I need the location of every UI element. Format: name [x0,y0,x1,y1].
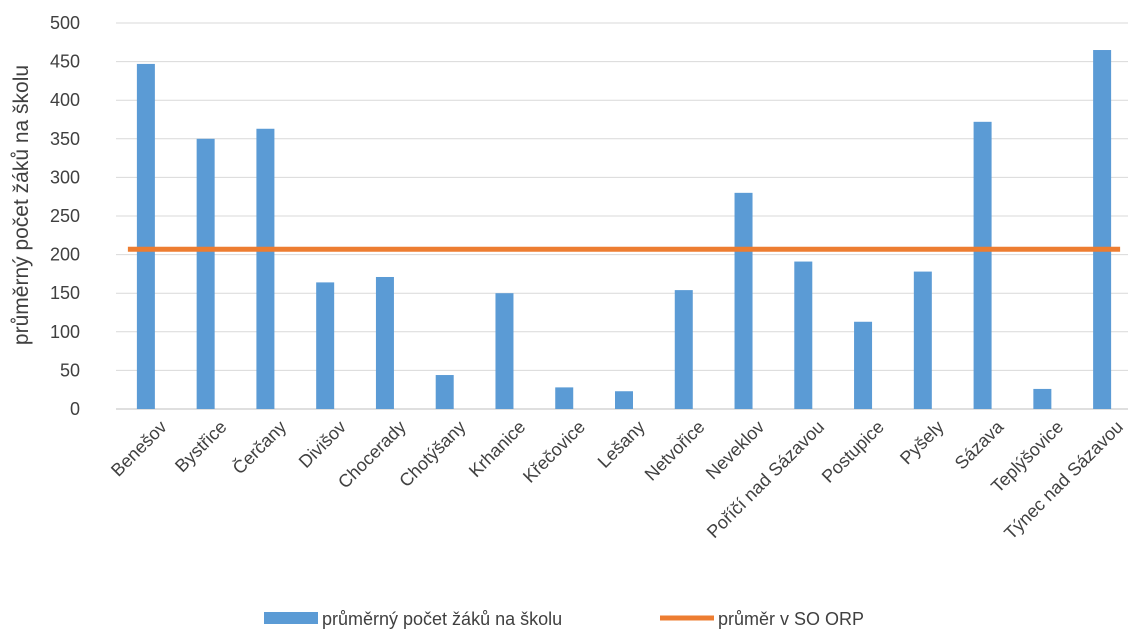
y-tick-label: 150 [50,283,80,303]
y-axis-ticks: 0 50 100 150 200 250 300 350 400 450 500 [50,13,80,419]
x-tick-label: Postupice [818,417,888,487]
x-tick-label: Benešov [107,417,171,481]
bar [1093,50,1112,410]
y-tick-label: 400 [50,90,80,110]
y-tick-label: 500 [50,13,80,33]
x-tick-label: Pyšely [896,417,948,469]
y-tick-label: 0 [70,399,80,419]
bar [256,128,275,409]
bar [375,276,394,409]
y-tick-label: 50 [60,360,80,380]
x-tick-label: Čerčany [228,416,290,478]
bar [913,271,932,409]
legend-label-bars: průměrný počet žáků na školu [322,609,562,629]
bar-series [136,50,1112,410]
y-tick-label: 250 [50,206,80,226]
x-tick-label: Divišov [295,417,350,472]
bar [734,192,753,409]
x-tick-label: Poříčí nad Sázavou [703,417,828,542]
x-tick-label: Křečovice [519,417,589,487]
y-tick-label: 350 [50,129,80,149]
y-axis-label: průměrný počet žáků na školu [10,65,33,345]
bar [854,321,873,409]
bar [973,121,992,409]
legend-swatch-bars [264,612,318,624]
bar [196,138,215,410]
y-tick-label: 300 [50,167,80,187]
bar [435,375,454,409]
bar [136,63,155,409]
legend: průměrný počet žáků na školu průměr v SO… [264,609,864,629]
bar [495,293,514,409]
bar [316,282,335,409]
bar [1033,388,1052,409]
x-tick-label: Bystřice [171,417,230,476]
bar [615,391,633,409]
gridlines [116,22,1128,410]
x-tick-label: Týnec nad Sázavou [1000,417,1127,544]
bar [555,387,574,409]
bar [674,290,693,409]
y-tick-label: 450 [50,52,80,72]
x-tick-label: Sázava [951,416,1008,473]
x-tick-label: Lešany [594,417,649,472]
x-tick-label: Netvořice [641,417,709,485]
bar [794,261,813,409]
legend-label-line: průměr v SO ORP [718,609,864,629]
y-tick-label: 200 [50,245,80,265]
y-tick-label: 100 [50,322,80,342]
